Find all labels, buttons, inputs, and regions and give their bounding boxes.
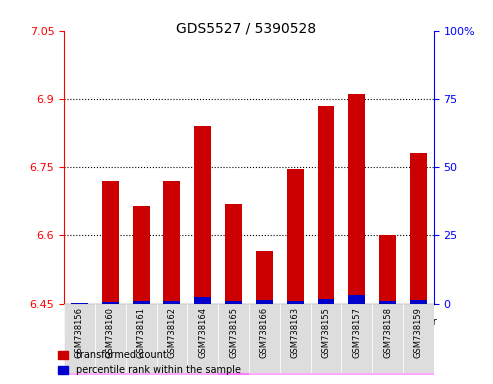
Text: rhabdomyosarcoma tumor: rhabdomyosarcoma tumor [307,317,437,327]
Bar [287,301,304,304]
Bar [164,181,180,304]
Text: GSM738159: GSM738159 [414,307,423,358]
Bar [64,305,311,338]
Bar [410,300,427,304]
Text: GSM738156: GSM738156 [75,307,84,358]
Bar [64,304,95,373]
Text: A/J: A/J [135,353,147,363]
Text: GSM738157: GSM738157 [352,307,361,358]
Bar [403,304,434,373]
Legend: transformed count, percentile rank within the sample: transformed count, percentile rank withi… [54,346,245,379]
Text: GSM738163: GSM738163 [291,307,300,358]
Bar [194,126,211,304]
Text: GSM738155: GSM738155 [321,307,330,358]
Text: control: control [171,317,204,327]
Bar [187,304,218,373]
Bar [349,94,365,304]
Bar [102,301,119,304]
Bar [256,300,273,304]
Bar [64,342,218,374]
Text: BALB
/c: BALB /c [221,348,246,369]
Text: GSM738161: GSM738161 [137,307,145,358]
Bar [372,304,403,373]
Bar [280,304,311,373]
Bar [249,342,434,374]
Bar [71,303,88,304]
Bar [225,204,242,304]
Bar [287,169,304,304]
Text: GSM738165: GSM738165 [229,307,238,358]
Bar [249,304,280,373]
Bar [311,304,341,373]
Text: GSM738158: GSM738158 [383,307,392,358]
Bar [410,154,427,304]
Text: GSM738162: GSM738162 [168,307,176,358]
Text: A/J: A/J [335,353,348,363]
Text: GDS5527 / 5390528: GDS5527 / 5390528 [176,21,317,35]
Bar [164,301,180,304]
Bar [218,304,249,373]
Bar [157,304,187,373]
Bar [317,299,334,304]
Bar [379,301,396,304]
Bar [102,181,119,304]
Bar [349,295,365,304]
Text: GSM738166: GSM738166 [260,307,269,358]
Bar [126,304,157,373]
Bar [218,342,249,374]
Bar [341,304,372,373]
Text: GSM738160: GSM738160 [106,307,115,358]
Text: GSM738164: GSM738164 [198,307,207,358]
Bar [317,106,334,304]
Bar [95,304,126,373]
Bar [225,301,242,304]
Bar [194,298,211,304]
Bar [256,251,273,304]
Bar [133,206,149,304]
Bar [133,301,149,304]
Bar [379,235,396,304]
Bar [311,305,434,338]
